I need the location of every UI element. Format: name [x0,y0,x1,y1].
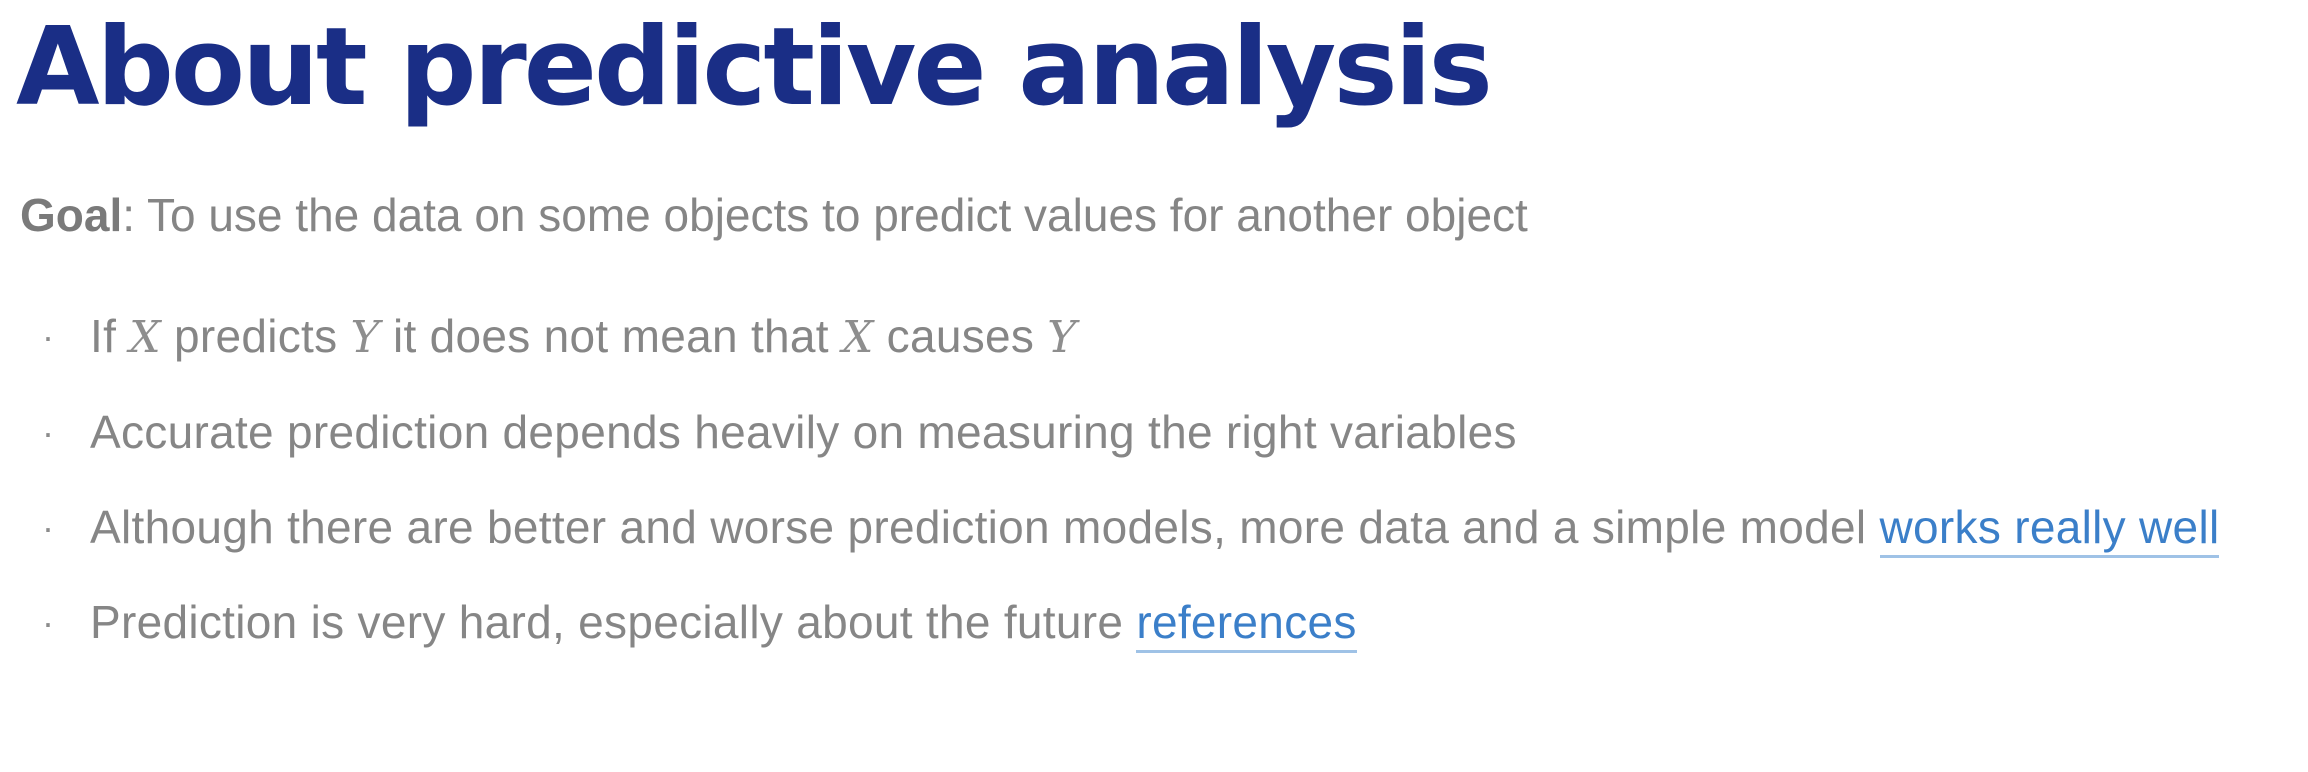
works-really-well-link[interactable]: works really well [1879,501,2220,558]
bullet-text: Although there are better and worse pred… [90,501,1880,553]
bullet-text: it does not mean that [379,310,842,362]
slide-title: About predictive analysis [16,5,1493,130]
bullet-dot-icon: · [42,316,55,357]
bullet-dot-icon: · [42,602,55,643]
bullet-item-prediction-hard: · Prediction is very hard, especially abo… [0,586,2280,659]
math-variable-x: X [841,312,874,363]
bullet-text: If [90,310,130,362]
goal-label: Goal [20,189,123,241]
bullet-list: · If X predicts Y it does not mean that X… [0,300,2280,681]
goal-statement: Goal: To use the data on some objects to… [20,188,1528,243]
bullet-dot-icon: · [42,507,55,548]
bullet-text: causes [873,310,1048,362]
bullet-item-prediction-causation: · If X predicts Y it does not mean that X… [0,300,2280,374]
goal-text: : To use the data on some objects to pre… [122,189,1528,241]
references-link[interactable]: references [1136,596,1357,653]
math-variable-x: X [129,312,161,363]
bullet-dot-icon: · [42,412,55,453]
bullet-text: Accurate prediction depends heavily on m… [90,406,1517,458]
bullet-item-accurate-prediction: · Accurate prediction depends heavily on … [0,396,2280,469]
bullet-text: predicts [160,310,351,362]
bullet-item-more-data: · Although there are better and worse pre… [0,491,2280,564]
math-variable-y: Y [1047,312,1077,363]
math-variable-y: Y [350,312,380,363]
bullet-text: Prediction is very hard, especially abou… [90,596,1137,648]
